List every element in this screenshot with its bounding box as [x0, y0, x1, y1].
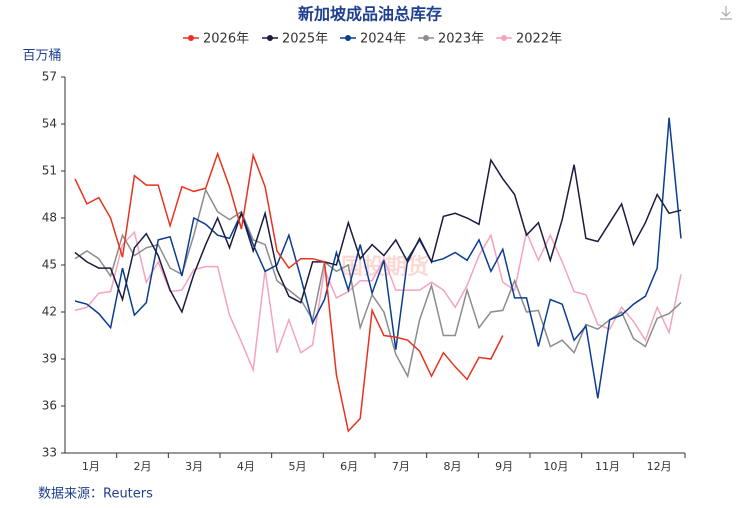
x-tick-label: 6月 — [340, 460, 358, 473]
series-line — [74, 229, 682, 373]
y-tick-label: 39 — [42, 352, 57, 366]
y-tick-label: 42 — [42, 305, 57, 319]
y-tick-label: 36 — [42, 399, 57, 413]
download-icon[interactable] — [720, 6, 732, 20]
series-line — [74, 187, 682, 379]
x-tick-label: 5月 — [289, 460, 307, 473]
legend-marker — [188, 35, 194, 41]
y-tick-label: 33 — [42, 446, 57, 460]
x-tick-label: 4月 — [237, 460, 255, 473]
legend-label: 2025年 — [282, 32, 328, 47]
y-axis-label: 百万桶 — [22, 49, 61, 64]
x-tick-label: 7月 — [392, 460, 410, 473]
legend-label: 2022年 — [516, 32, 562, 47]
x-tick-label: 10月 — [543, 460, 568, 473]
x-tick-label: 1月 — [82, 460, 100, 473]
x-tick-label: 11月 — [595, 460, 620, 473]
chart-title: 新加坡成品油总库存 — [298, 5, 442, 24]
series-line — [74, 117, 682, 399]
x-tick-label: 9月 — [495, 460, 513, 473]
legend-marker — [267, 35, 273, 41]
y-tick-label: 54 — [42, 117, 57, 131]
legend-marker — [345, 35, 351, 41]
x-tick-label: 12月 — [647, 460, 672, 473]
series-line — [74, 151, 504, 433]
x-tick-label: 8月 — [444, 460, 462, 473]
y-tick-label: 51 — [42, 164, 57, 178]
y-tick-label: 48 — [42, 211, 57, 225]
legend-label: 2026年 — [203, 32, 249, 47]
y-tick-label: 57 — [42, 70, 57, 84]
legend-marker — [501, 35, 507, 41]
legend-label: 2024年 — [360, 32, 406, 47]
y-tick-label: 45 — [42, 258, 57, 272]
x-tick-label: 3月 — [185, 460, 203, 473]
legend-marker — [423, 35, 429, 41]
legend-label: 2023年 — [438, 32, 484, 47]
source: 数据来源：Reuters — [38, 487, 153, 502]
x-tick-label: 2月 — [134, 460, 152, 473]
series-line — [74, 157, 682, 314]
